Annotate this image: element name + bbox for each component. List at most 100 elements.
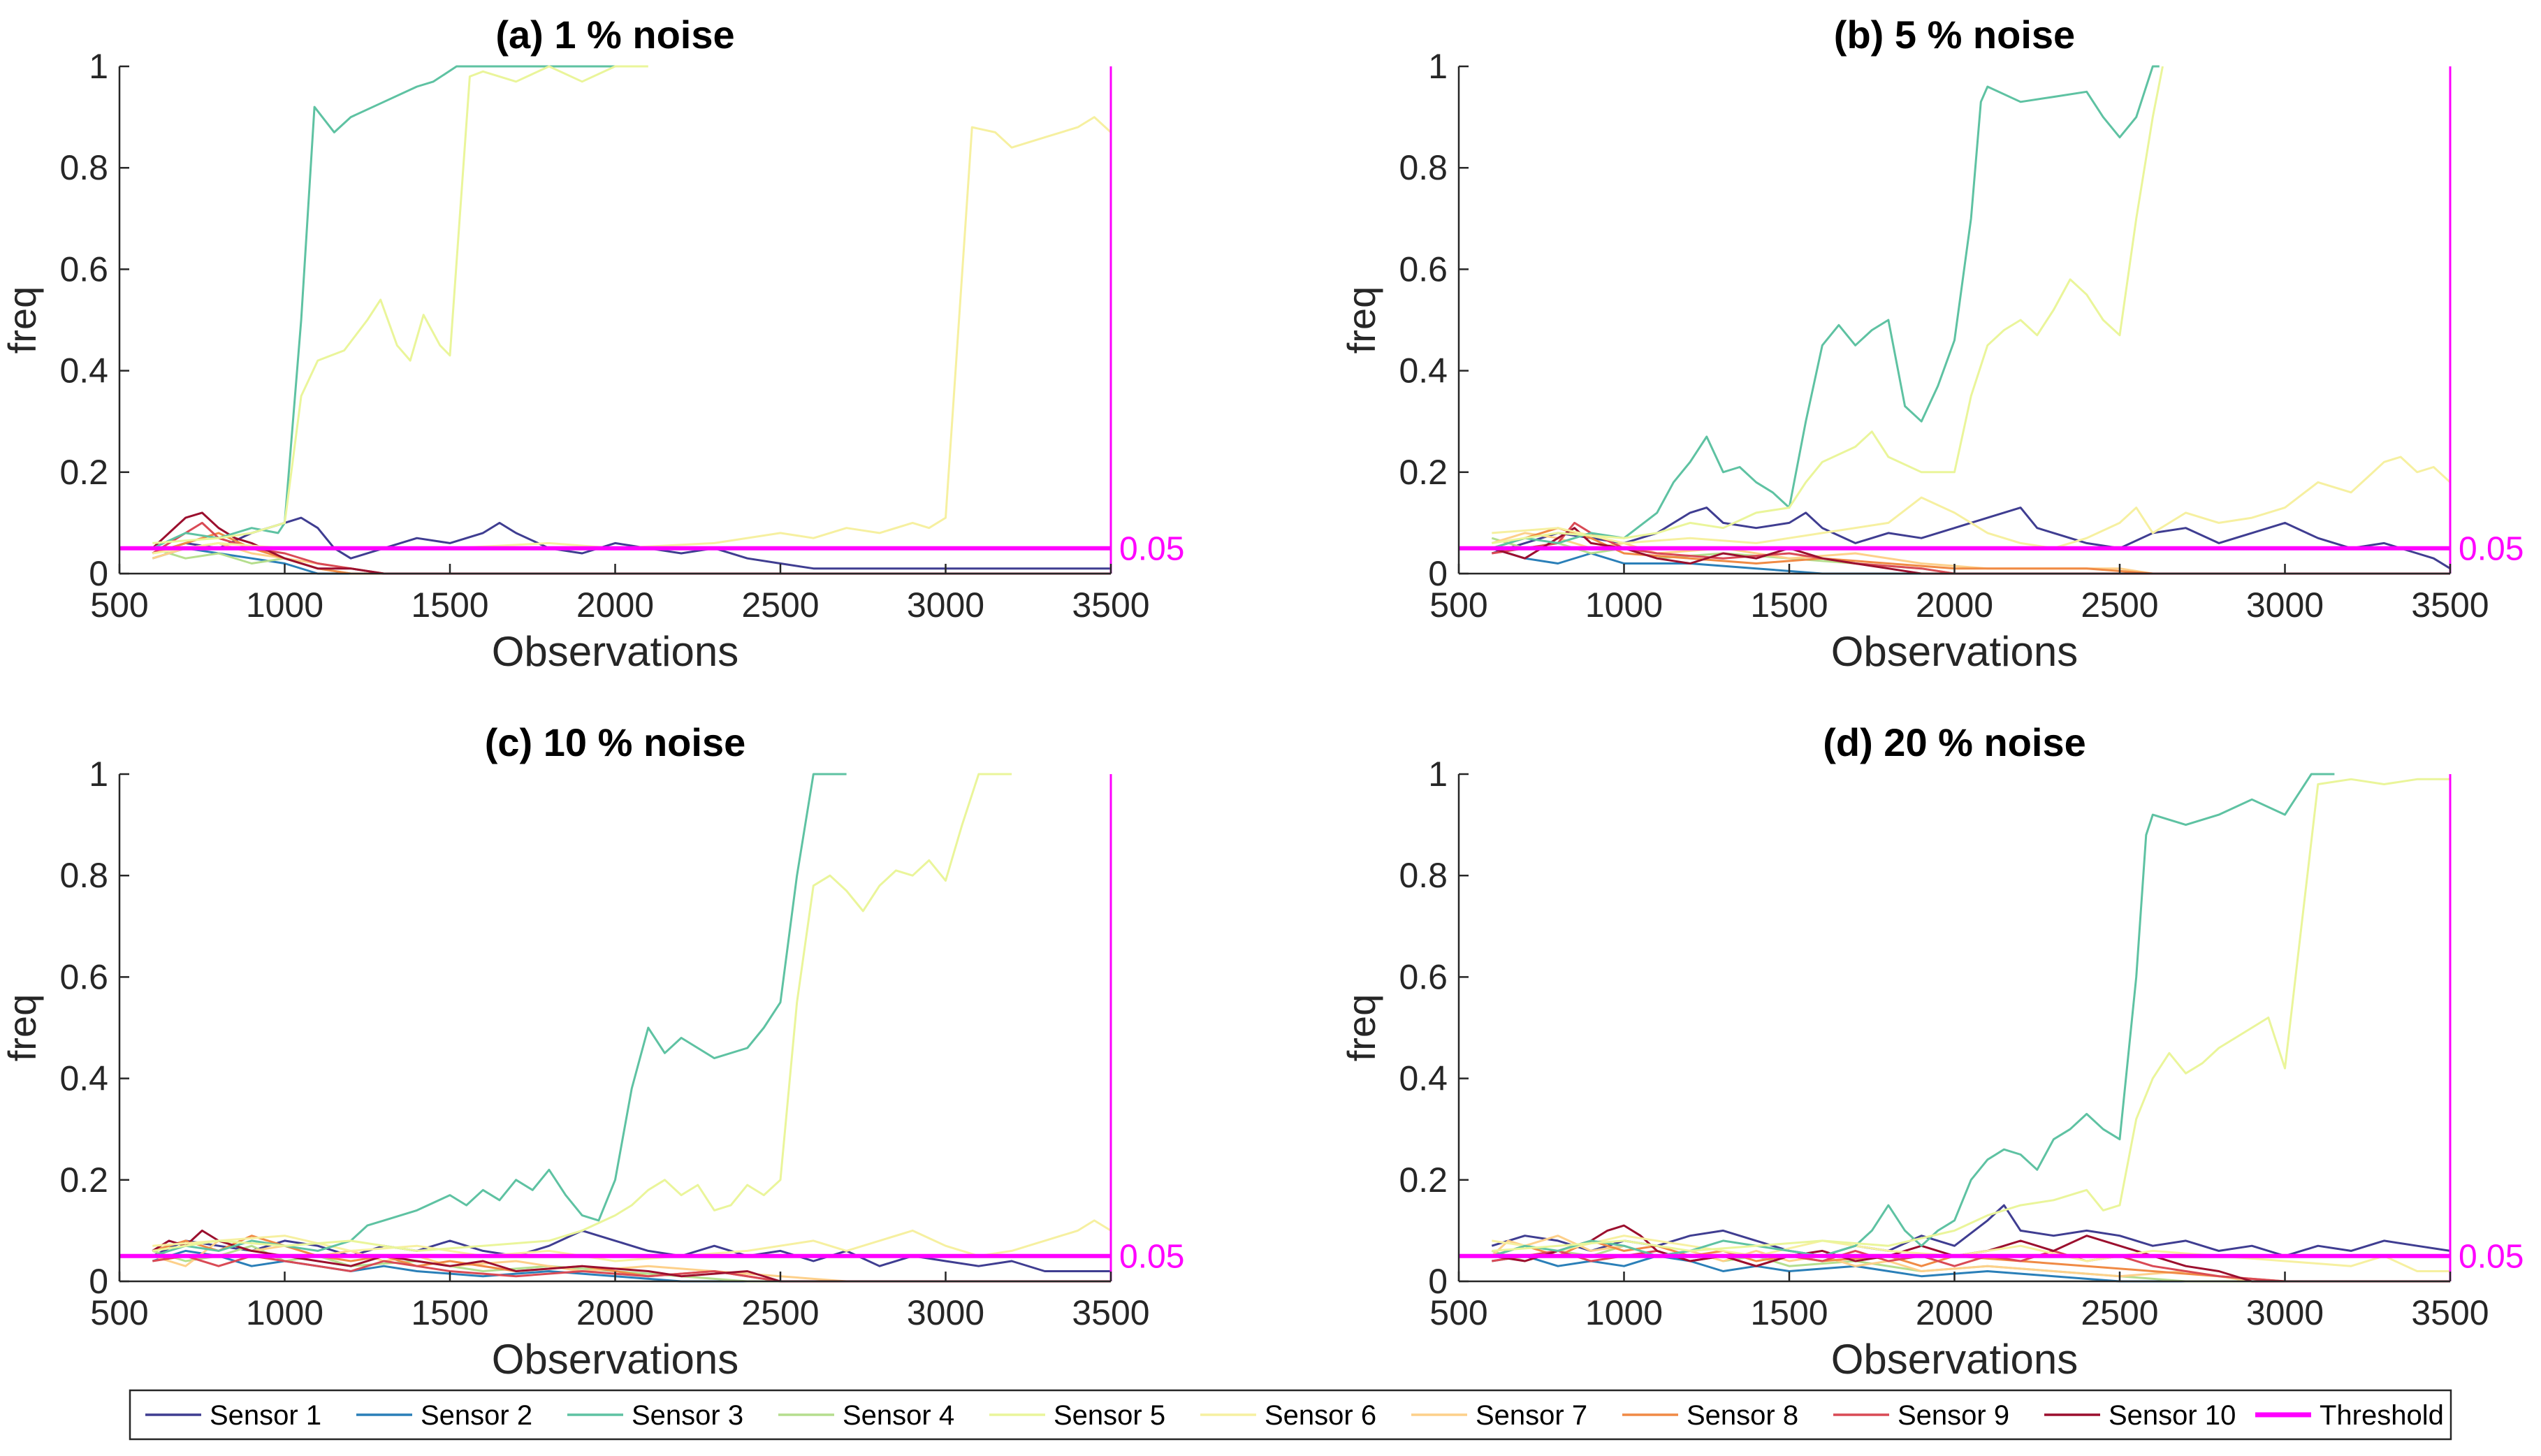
y-tick-label: 0.4 bbox=[59, 351, 108, 391]
x-tick-label: 2000 bbox=[576, 585, 654, 625]
plot-area bbox=[1459, 774, 2450, 1281]
series-line-sensor-3 bbox=[152, 65, 616, 550]
legend-label-sensor-1: Sensor 1 bbox=[210, 1400, 321, 1431]
x-tick-label: 3000 bbox=[2246, 585, 2324, 625]
legend-label-sensor-5: Sensor 5 bbox=[1054, 1400, 1165, 1431]
series-lines bbox=[1491, 65, 2452, 575]
legend-label-sensor-8: Sensor 8 bbox=[1687, 1400, 1798, 1431]
x-tick-label: 3500 bbox=[1072, 585, 1149, 625]
series-line-sensor-5 bbox=[1492, 66, 2164, 544]
chart-panel-4: (d) 20 % noise 0.05 500 1000 1500 2000 2500 300… bbox=[1339, 720, 2524, 1383]
y-tick-label: 0.2 bbox=[1399, 1160, 1448, 1200]
threshold-label: 0.05 bbox=[1119, 531, 1184, 568]
y-tick-label: 0.2 bbox=[59, 1160, 108, 1200]
x-axis-label: Observations bbox=[1831, 1336, 2078, 1383]
x-tick-label: 3000 bbox=[2246, 1293, 2324, 1332]
series-line-sensor-9 bbox=[152, 1255, 1111, 1283]
legend-label-threshold: Threshold bbox=[2320, 1400, 2444, 1431]
legend-label-sensor-7: Sensor 7 bbox=[1476, 1400, 1587, 1431]
legend: Sensor 1 Sensor 2 Sensor 3 Sensor 4 Sensor 5… bbox=[129, 1389, 2452, 1441]
x-tick-label: 500 bbox=[1429, 1293, 1487, 1332]
x-tick-label: 1500 bbox=[1750, 1293, 1828, 1332]
y-axis-label: freq bbox=[0, 994, 44, 1062]
legend-label-sensor-3: Sensor 3 bbox=[632, 1400, 743, 1431]
series-line-sensor-1 bbox=[152, 1229, 1111, 1272]
series-line-sensor-2 bbox=[1491, 547, 2450, 575]
y-tick-label: 0.8 bbox=[59, 148, 108, 187]
y-tick-label: 0.2 bbox=[1399, 453, 1448, 492]
y-tick-label: 0.6 bbox=[59, 249, 108, 289]
y-tick-label: 0 bbox=[89, 554, 108, 593]
series-line-sensor-6 bbox=[152, 1219, 1112, 1262]
x-tick-label: 1500 bbox=[1750, 585, 1828, 625]
y-tick-label: 0.4 bbox=[1399, 1059, 1448, 1098]
y-tick-label: 0.6 bbox=[1399, 957, 1448, 996]
x-tick-label: 1000 bbox=[246, 1293, 323, 1332]
series-line-sensor-7 bbox=[1491, 1235, 2450, 1283]
x-tick-label: 2000 bbox=[576, 1293, 654, 1332]
plot-area bbox=[119, 774, 1111, 1281]
x-tick-label: 2000 bbox=[1916, 1293, 1993, 1332]
series-line-sensor-5 bbox=[152, 773, 1012, 1252]
legend-label-sensor-10: Sensor 10 bbox=[2109, 1400, 2236, 1431]
y-tick-label: 1 bbox=[1428, 755, 1448, 794]
y-tick-label: 0.6 bbox=[1399, 249, 1448, 289]
y-tick-label: 0 bbox=[1428, 1262, 1448, 1301]
y-tick-label: 0.8 bbox=[1399, 148, 1448, 187]
y-tick-label: 0.2 bbox=[59, 453, 108, 492]
y-tick-label: 1 bbox=[89, 755, 108, 794]
legend-label-sensor-9: Sensor 9 bbox=[1898, 1400, 2009, 1431]
series-line-sensor-5 bbox=[152, 65, 648, 544]
y-tick-label: 0.4 bbox=[59, 1059, 108, 1098]
x-tick-label: 3500 bbox=[2411, 1293, 2489, 1332]
chart-title: (c) 10 % noise bbox=[485, 720, 745, 764]
chart-title: (d) 20 % noise bbox=[1823, 720, 2086, 764]
chart-panel-3: (c) 10 % noise 0.05 500 1000 1500 2000 2500 300… bbox=[0, 720, 1184, 1383]
x-tick-label: 2500 bbox=[741, 585, 819, 625]
y-tick-label: 0 bbox=[1428, 554, 1448, 593]
y-tick-label: 0.4 bbox=[1399, 351, 1448, 391]
series-line-sensor-10 bbox=[152, 511, 1111, 575]
y-tick-label: 0.6 bbox=[59, 957, 108, 996]
series-line-sensor-3 bbox=[1491, 65, 2160, 550]
x-tick-label: 1500 bbox=[411, 585, 488, 625]
y-axis-label: freq bbox=[1339, 286, 1383, 354]
x-axis-label: Observations bbox=[1831, 628, 2078, 675]
x-tick-label: 3500 bbox=[2411, 585, 2489, 625]
chart-panel-2: (b) 5 % noise 0.05 500 1000 1500 2000 2500 3000… bbox=[1339, 13, 2524, 675]
x-tick-label: 1000 bbox=[1585, 585, 1663, 625]
x-tick-label: 1000 bbox=[246, 585, 323, 625]
series-line-sensor-2 bbox=[1492, 1255, 2450, 1283]
chart-title: (b) 5 % noise bbox=[1834, 13, 2075, 57]
threshold-label: 0.05 bbox=[1119, 1239, 1184, 1276]
threshold-label: 0.05 bbox=[2459, 531, 2524, 568]
series-line-sensor-3 bbox=[1491, 773, 2335, 1258]
x-tick-label: 500 bbox=[1429, 585, 1487, 625]
series-line-sensor-3 bbox=[152, 773, 847, 1258]
chart-title: (a) 1 % noise bbox=[495, 13, 734, 57]
y-axis-label: freq bbox=[1339, 994, 1383, 1062]
legend-label-sensor-6: Sensor 6 bbox=[1265, 1400, 1376, 1431]
series-line-sensor-6 bbox=[1492, 456, 2452, 550]
threshold-label: 0.05 bbox=[2459, 1239, 2524, 1276]
x-tick-label: 1000 bbox=[1585, 1293, 1663, 1332]
series-line-sensor-10 bbox=[152, 1229, 1111, 1283]
x-axis-label: Observations bbox=[492, 1336, 739, 1383]
x-tick-label: 500 bbox=[90, 585, 148, 625]
legend-label-sensor-2: Sensor 2 bbox=[421, 1400, 532, 1431]
y-tick-label: 0.8 bbox=[1399, 856, 1448, 895]
plot-area bbox=[1459, 66, 2450, 574]
x-tick-label: 3500 bbox=[1072, 1293, 1149, 1332]
x-tick-label: 2000 bbox=[1916, 585, 1993, 625]
x-tick-label: 3000 bbox=[907, 1293, 984, 1332]
y-axis-label: freq bbox=[0, 286, 44, 354]
plot-area bbox=[119, 66, 1111, 574]
y-tick-label: 1 bbox=[1428, 47, 1448, 86]
x-tick-label: 2500 bbox=[2081, 585, 2158, 625]
x-axis-label: Observations bbox=[492, 628, 739, 675]
series-line-sensor-1 bbox=[152, 516, 1111, 570]
x-tick-label: 3000 bbox=[907, 585, 984, 625]
y-tick-label: 1 bbox=[89, 47, 108, 86]
